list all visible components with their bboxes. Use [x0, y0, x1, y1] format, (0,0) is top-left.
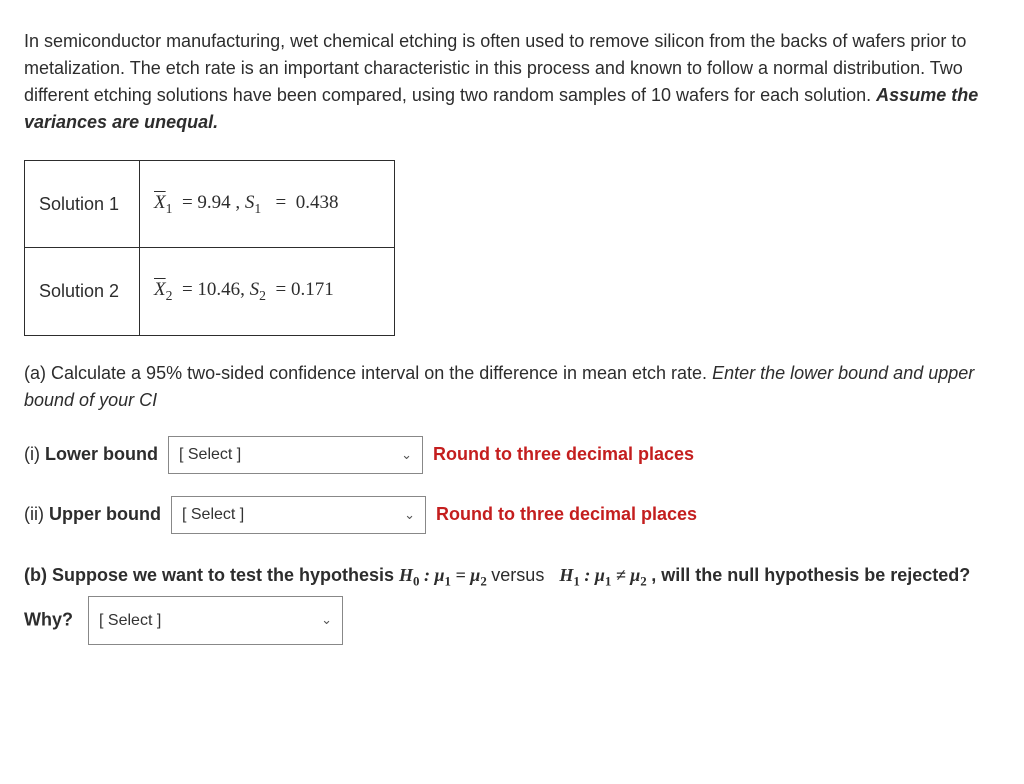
upper-bound-row: (ii) Upper bound [ Select ] ⌄ Round to t… — [24, 496, 1000, 534]
lower-bound-row: (i) Lower bound [ Select ] ⌄ Round to th… — [24, 436, 1000, 474]
stats-table: Solution 1 X1 = 9.94 , S1 = 0.438 Soluti… — [24, 160, 395, 336]
select-placeholder: [ Select ] — [99, 603, 161, 638]
part-a-prefix: (a) Calculate a 95% two-sided confidence… — [24, 363, 712, 383]
intro-text: In semiconductor manufacturing, wet chem… — [24, 31, 966, 105]
upper-bound-label: (ii) Upper bound — [24, 501, 161, 528]
part-b-row: (b) Suppose we want to test the hypothes… — [24, 556, 1000, 645]
select-placeholder: [ Select ] — [179, 443, 241, 467]
lower-bound-label: (i) Lower bound — [24, 441, 158, 468]
part-b-select[interactable]: [ Select ] ⌄ — [88, 596, 343, 645]
problem-intro: In semiconductor manufacturing, wet chem… — [24, 28, 1000, 136]
chevron-down-icon: ⌄ — [404, 505, 415, 525]
solution-1-label: Solution 1 — [25, 161, 140, 248]
solution-2-label: Solution 2 — [25, 248, 140, 335]
upper-bound-select[interactable]: [ Select ] ⌄ — [171, 496, 426, 534]
table-row: Solution 2 X2 = 10.46, S2 = 0.171 — [25, 248, 395, 335]
part-a: (a) Calculate a 95% two-sided confidence… — [24, 360, 1000, 414]
solution-1-stats: X1 = 9.94 , S1 = 0.438 — [140, 161, 395, 248]
solution-2-stats: X2 = 10.46, S2 = 0.171 — [140, 248, 395, 335]
lower-bound-hint: Round to three decimal places — [433, 441, 694, 468]
upper-bound-hint: Round to three decimal places — [436, 501, 697, 528]
table-row: Solution 1 X1 = 9.94 , S1 = 0.438 — [25, 161, 395, 248]
select-placeholder: [ Select ] — [182, 503, 244, 527]
chevron-down-icon: ⌄ — [401, 445, 412, 465]
chevron-down-icon: ⌄ — [321, 606, 332, 635]
lower-bound-select[interactable]: [ Select ] ⌄ — [168, 436, 423, 474]
